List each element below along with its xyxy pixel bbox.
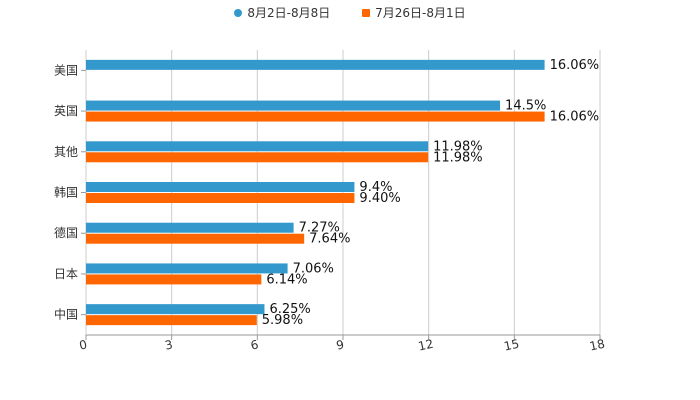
data-label: 7.27%: [299, 221, 340, 236]
bar-series-2-6: [86, 315, 257, 326]
bar-series-2-1: [86, 111, 545, 122]
x-tick-label: 12: [417, 337, 435, 354]
data-label: 9.40%: [359, 191, 400, 206]
category-label: 日本: [54, 267, 78, 281]
legend-label-series-2: 7月26日-8月1日: [375, 6, 466, 20]
category-label: 英国: [54, 104, 78, 118]
legend-item-series-2[interactable]: 7月26日-8月1日: [362, 4, 466, 21]
category-label: 美国: [54, 63, 78, 77]
data-label: 16.06%: [550, 58, 600, 73]
bar-series-2-5: [86, 274, 262, 285]
bar-series-1-1: [86, 100, 501, 111]
category-label: 韩国: [54, 185, 78, 200]
x-tick-label: 9: [335, 337, 345, 352]
x-tick-label: 3: [164, 337, 174, 352]
data-label: 9.4%: [359, 180, 392, 195]
x-tick-label: 15: [503, 337, 521, 354]
legend-item-series-1[interactable]: 8月2日-8月8日: [234, 4, 330, 21]
data-label: 16.06%: [550, 110, 600, 125]
legend-label-series-1: 8月2日-8月8日: [247, 6, 331, 20]
bar-series-1-6: [86, 304, 265, 315]
data-label: 6.14%: [266, 272, 307, 287]
data-label: 7.06%: [293, 261, 334, 276]
bar-series-1-4: [86, 222, 294, 233]
legend-swatch-series-1: [234, 8, 243, 17]
category-label: 中国: [54, 307, 78, 322]
x-tick-label: 18: [588, 337, 606, 354]
x-tick-label: 0: [78, 337, 88, 352]
bar-series-1-2: [86, 141, 429, 152]
data-label: 7.64%: [309, 232, 350, 247]
category-label: 德国: [54, 225, 78, 240]
legend: 8月2日-8月8日 7月26日-8月1日: [0, 4, 700, 22]
bar-series-2-2: [86, 152, 429, 163]
data-label: 5.98%: [262, 313, 303, 328]
bar-series-1-3: [86, 182, 355, 192]
bar-series-1-0: [86, 59, 545, 70]
data-label: 6.25%: [269, 302, 310, 317]
legend-swatch-series-2: [362, 8, 371, 17]
data-label: 11.98%: [433, 139, 483, 154]
data-label: 14.5%: [505, 99, 546, 114]
x-tick-label: 6: [249, 337, 259, 352]
data-label: 11.98%: [433, 150, 483, 165]
bar-series-1-5: [86, 263, 288, 274]
bar-series-2-3: [86, 193, 355, 203]
bar-series-2-4: [86, 233, 305, 244]
category-label: 其他: [54, 145, 78, 159]
